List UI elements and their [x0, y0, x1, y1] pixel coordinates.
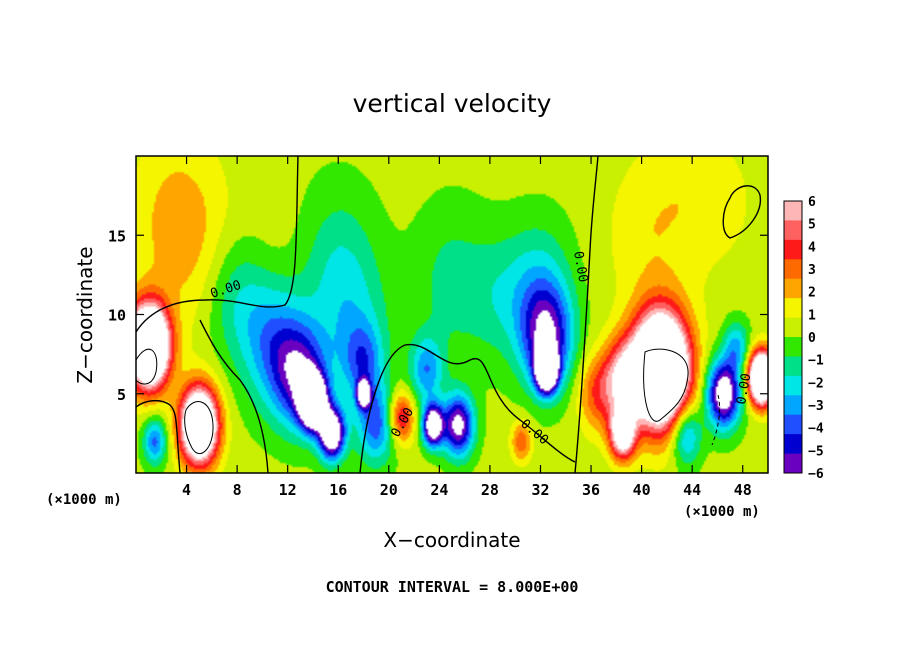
colorbar-swatch — [784, 259, 802, 280]
colorbar-label: −3 — [808, 399, 824, 414]
colorbar-label: −2 — [808, 376, 824, 391]
colorbar-swatch — [784, 453, 802, 474]
colorbar: 6 5 4 3 2 1 0 −1 −2 −3 −4 −5 −6 — [783, 195, 824, 482]
colorbar-swatch — [784, 201, 802, 221]
x-unit-right: (×1000 m) — [684, 504, 760, 520]
x-unit-left: (×1000 m) — [46, 492, 122, 508]
colorbar-swatch — [784, 414, 802, 435]
colorbar-label: −1 — [808, 354, 824, 369]
colorbar-swatch — [784, 239, 802, 260]
x-axis: 4 8 12 16 20 24 28 32 36 40 44 48 — [182, 156, 752, 499]
colorbar-label: 1 — [808, 308, 816, 323]
colorbar-label: 4 — [808, 240, 816, 255]
y-tick-label: 5 — [117, 386, 126, 404]
x-tick-label: 40 — [633, 481, 651, 499]
colorbar-swatch — [784, 434, 802, 455]
x-tick-label: 24 — [430, 481, 448, 499]
zero-contour-blob-top-right — [722, 185, 762, 239]
colorbar-label: 0 — [808, 331, 816, 346]
y-axis: 5 10 15 — [108, 227, 768, 404]
colorbar-swatch — [784, 337, 802, 357]
zero-contours — [135, 155, 762, 474]
colorbar-swatch — [784, 375, 802, 396]
x-tick-label: 12 — [279, 481, 297, 499]
colorbar-swatch — [784, 298, 802, 319]
colorbar-label: 6 — [808, 195, 816, 210]
zero-contour-middle — [199, 319, 269, 474]
contour-label: 0.00 — [570, 250, 590, 283]
colorbar-label: 3 — [808, 263, 816, 278]
colorbar-label: −5 — [808, 444, 824, 459]
contour-interval: CONTOUR INTERVAL = 8.000E+00 — [326, 578, 579, 596]
zero-contour-left — [135, 400, 181, 474]
zero-contour-upper-left — [135, 155, 299, 333]
zero-contour-inner-blob — [184, 401, 214, 455]
zero-contour-inner-right — [643, 348, 689, 422]
colorbar-label: 2 — [808, 286, 816, 301]
y-tick-label: 10 — [108, 307, 126, 325]
colorbar-label: −6 — [808, 467, 824, 482]
x-tick-label: 8 — [233, 481, 242, 499]
x-tick-label: 4 — [182, 481, 191, 499]
x-tick-label: 48 — [734, 481, 752, 499]
zero-contour-inner-left — [135, 348, 158, 385]
x-tick-label: 44 — [683, 481, 701, 499]
x-axis-title: X−coordinate — [383, 528, 520, 552]
contour-label: 0.00 — [734, 372, 754, 405]
velocity-field — [136, 156, 768, 473]
colorbar-swatch — [784, 395, 802, 416]
colorbar-label: −4 — [808, 422, 824, 437]
x-tick-label: 28 — [481, 481, 499, 499]
colorbar-swatch — [784, 317, 802, 338]
colorbar-swatch — [784, 356, 802, 377]
colorbar-swatch — [784, 220, 802, 241]
x-tick-label: 36 — [582, 481, 600, 499]
colorbar-frame — [783, 200, 803, 474]
plot-area: 0.00 0.00 0.00 0.00 0.00 4 8 12 16 20 24 28 32 3… — [108, 155, 769, 499]
chart-title: vertical velocity — [353, 89, 552, 118]
zero-contour-center — [359, 343, 576, 474]
zero-contour-right — [574, 155, 599, 474]
colorbar-swatch — [784, 278, 802, 299]
x-tick-label: 32 — [531, 481, 549, 499]
y-tick-label: 15 — [108, 227, 126, 245]
x-tick-label: 16 — [329, 481, 347, 499]
colorbar-label: 5 — [808, 218, 816, 233]
y-axis-title: Z−coordinate — [73, 246, 97, 383]
x-tick-label: 20 — [380, 481, 398, 499]
